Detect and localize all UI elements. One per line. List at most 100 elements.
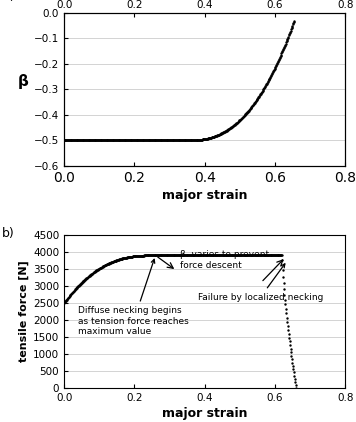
Point (247, 252, 253, 258)
Point (159, 252, 164, 259)
Point (168, 137, 174, 144)
Point (189, 137, 194, 144)
Point (99, 137, 105, 144)
Point (206, 135, 212, 141)
Point (226, 252, 232, 258)
Point (141, 137, 146, 144)
Point (189, 252, 194, 258)
Point (209, 252, 214, 258)
Point (166, 137, 171, 144)
Point (91, 269, 97, 276)
Point (179, 252, 185, 258)
Point (132, 137, 137, 144)
Point (213, 252, 219, 258)
Point (263, 82, 268, 89)
Point (193, 137, 198, 143)
Point (273, 62, 279, 69)
Point (196, 252, 202, 258)
Point (172, 137, 178, 144)
Point (257, 92, 263, 99)
Point (155, 137, 160, 144)
Point (133, 253, 138, 260)
Point (118, 137, 124, 144)
Point (283, 40, 288, 47)
Point (125, 137, 131, 144)
Point (149, 252, 155, 259)
Point (223, 127, 229, 134)
Point (202, 252, 208, 258)
Point (279, 252, 284, 259)
Point (101, 262, 107, 269)
Point (284, 35, 290, 42)
Point (231, 252, 237, 258)
Point (125, 254, 131, 261)
Point (198, 136, 204, 143)
Point (236, 252, 241, 258)
Point (251, 100, 257, 107)
Point (285, 323, 290, 330)
Point (260, 87, 266, 93)
Point (164, 137, 170, 144)
Point (159, 252, 165, 259)
Point (280, 274, 286, 281)
Point (97, 137, 103, 144)
Point (186, 252, 192, 258)
Point (63, 137, 69, 144)
Point (254, 96, 260, 103)
Point (268, 72, 274, 78)
Point (231, 252, 236, 258)
Point (178, 252, 183, 258)
Point (234, 119, 240, 126)
Point (215, 132, 221, 138)
Point (157, 252, 163, 259)
Point (213, 252, 219, 258)
Point (100, 137, 106, 144)
Point (107, 137, 112, 144)
Point (183, 137, 189, 144)
Point (248, 252, 254, 258)
Point (93, 137, 98, 144)
Point (271, 67, 276, 74)
Point (146, 252, 151, 259)
Point (167, 252, 173, 259)
Point (207, 135, 213, 141)
Point (259, 88, 265, 95)
Point (232, 121, 238, 128)
Point (188, 252, 194, 258)
Point (78, 280, 84, 287)
Point (265, 252, 271, 259)
Point (262, 83, 268, 89)
Point (140, 252, 146, 259)
Point (106, 260, 112, 267)
Point (176, 252, 182, 259)
Point (265, 78, 271, 85)
Point (74, 137, 80, 144)
Point (192, 137, 198, 143)
Point (110, 258, 116, 265)
Point (292, 379, 298, 385)
Point (289, 25, 294, 32)
Point (87, 272, 92, 279)
Point (256, 252, 261, 259)
Point (237, 117, 242, 124)
Point (255, 252, 261, 259)
Point (275, 57, 281, 64)
Point (66, 294, 72, 300)
Point (174, 252, 180, 259)
Point (205, 135, 210, 142)
Point (276, 252, 282, 259)
Point (183, 137, 189, 144)
Point (235, 252, 240, 258)
Point (61, 137, 67, 144)
Point (112, 257, 118, 264)
Point (187, 137, 193, 144)
Point (224, 252, 229, 258)
Point (95, 266, 101, 273)
Point (103, 261, 109, 268)
Point (116, 137, 122, 144)
Point (224, 252, 230, 258)
Point (223, 252, 229, 258)
Point (167, 252, 173, 259)
Point (254, 252, 260, 259)
Point (153, 252, 159, 259)
